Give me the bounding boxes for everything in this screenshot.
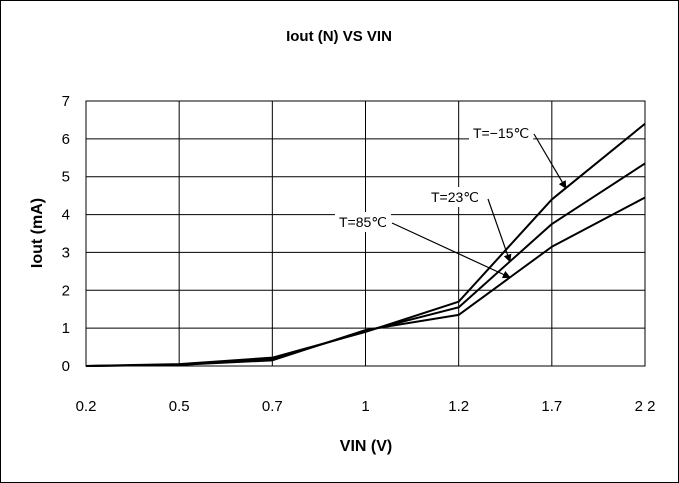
y-tick-label: 0 <box>62 358 70 375</box>
y-tick-label: 3 <box>62 244 70 261</box>
annotation-arrow <box>533 133 567 189</box>
x-tick-label: 1.2 <box>448 398 469 415</box>
annotation-background <box>469 123 534 143</box>
annotation-layer: T=−15℃ T=23℃ T=85℃ <box>335 123 567 279</box>
grid-layer <box>85 100 646 367</box>
annotation-background <box>335 212 392 232</box>
plot-area-border <box>85 100 646 367</box>
x-tick-label: 0.5 <box>169 398 190 415</box>
annotation-arrow <box>391 222 511 279</box>
chart-title: Iout (N) VS VIN <box>286 28 392 45</box>
x-axis-label: VIN (V) <box>340 438 392 455</box>
annotation-label: T=85℃ <box>339 214 387 230</box>
series-layer <box>85 122 646 367</box>
x-tick-label: 2 2 <box>635 398 656 415</box>
y-tick-label: 6 <box>62 131 70 148</box>
annotation-label: T=−15℃ <box>473 125 529 141</box>
y-tick-label: 4 <box>62 207 70 224</box>
series-line-2 <box>85 196 646 367</box>
y-tick-label: 5 <box>62 169 70 186</box>
y-tick-label: 1 <box>62 320 70 337</box>
y-axis-label: Iout (mA) <box>29 198 46 268</box>
x-tick-label: 1.7 <box>541 398 562 415</box>
annotation-arrow <box>487 198 512 263</box>
tick-layer: 0 1 2 3 4 5 6 7 0.2 0.5 0.7 1 1.2 1.7 2 2 <box>62 93 656 415</box>
annotation-background <box>427 187 484 207</box>
annotation-label: T=23℃ <box>431 189 479 205</box>
x-tick-label: 0.7 <box>262 398 283 415</box>
y-tick-label: 7 <box>62 93 70 110</box>
x-tick-label: 0.2 <box>76 398 97 415</box>
y-tick-label: 2 <box>62 282 70 299</box>
x-tick-label: 1 <box>361 398 369 415</box>
